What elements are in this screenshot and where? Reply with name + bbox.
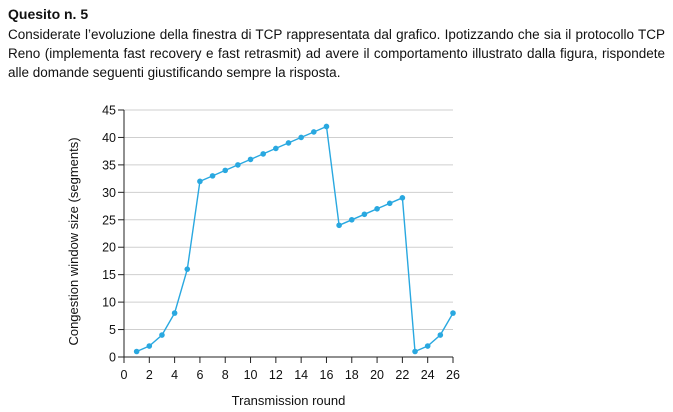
y-tick-label: 5 bbox=[109, 323, 116, 337]
x-tick-label: 14 bbox=[294, 368, 308, 382]
data-point bbox=[171, 310, 178, 316]
data-point bbox=[260, 151, 266, 157]
x-tick-label: 22 bbox=[395, 368, 409, 382]
x-tick-label: 10 bbox=[244, 368, 258, 382]
data-point bbox=[209, 173, 216, 179]
data-point bbox=[273, 145, 279, 152]
x-tick-label: 0 bbox=[121, 368, 128, 382]
series-layer bbox=[133, 123, 456, 355]
y-tick-label: 35 bbox=[102, 158, 116, 172]
data-point bbox=[298, 134, 304, 141]
data-point bbox=[399, 195, 406, 201]
data-point bbox=[184, 266, 191, 272]
y-tick-label: 25 bbox=[102, 213, 116, 227]
y-tick-label: 0 bbox=[109, 351, 116, 365]
x-tick-label: 4 bbox=[171, 368, 178, 382]
data-point bbox=[386, 200, 393, 207]
data-point bbox=[361, 211, 368, 218]
data-point bbox=[323, 123, 330, 130]
data-point bbox=[159, 332, 165, 338]
question-title: Quesito n. 5 bbox=[8, 6, 89, 22]
data-point bbox=[197, 178, 203, 185]
x-tick-label: 24 bbox=[421, 368, 435, 382]
y-tick-label: 30 bbox=[102, 186, 116, 200]
x-axis-title: Transmission round bbox=[232, 393, 346, 408]
question-block: Quesito n. 5 Considerate l’evoluzione de… bbox=[8, 6, 665, 82]
x-tick-label: 6 bbox=[196, 368, 203, 382]
y-tick-label: 45 bbox=[102, 104, 116, 118]
question-text: Considerate l’evoluzione della finestra … bbox=[8, 27, 665, 80]
data-point bbox=[336, 222, 342, 229]
data-point bbox=[348, 216, 355, 223]
grid-layer bbox=[124, 109, 453, 331]
series-line bbox=[136, 125, 454, 353]
y-tick-label: 20 bbox=[102, 241, 116, 255]
data-point bbox=[374, 206, 380, 212]
data-point bbox=[133, 348, 140, 355]
data-point bbox=[450, 310, 456, 316]
data-point bbox=[437, 332, 444, 338]
data-point bbox=[412, 348, 418, 355]
x-tick-label: 2 bbox=[146, 368, 153, 382]
x-tick-label: 20 bbox=[370, 368, 384, 382]
y-axis-title: Congestion window size (segments) bbox=[66, 137, 81, 345]
data-point bbox=[235, 162, 241, 168]
y-tick-label: 15 bbox=[102, 268, 116, 282]
x-tick-label: 18 bbox=[345, 368, 359, 382]
data-point bbox=[311, 129, 317, 135]
data-point bbox=[146, 343, 153, 349]
x-tick-label: 8 bbox=[222, 368, 229, 382]
data-point bbox=[424, 343, 431, 349]
data-point bbox=[247, 156, 254, 163]
x-tick-label: 16 bbox=[320, 368, 334, 382]
data-point bbox=[222, 167, 229, 174]
y-tick-label: 10 bbox=[102, 296, 116, 310]
x-tick-label: 26 bbox=[446, 368, 460, 382]
x-tick-label: 12 bbox=[269, 368, 283, 382]
data-point bbox=[285, 140, 292, 146]
y-tick-label: 40 bbox=[102, 131, 116, 145]
